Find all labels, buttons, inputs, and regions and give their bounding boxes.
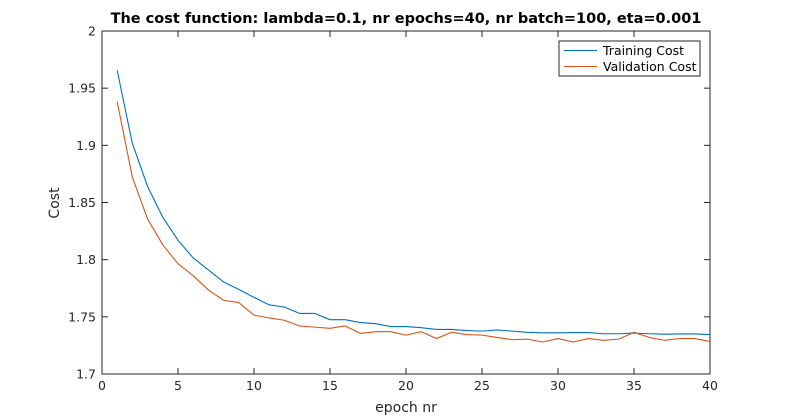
legend-entry: Validation Cost (603, 59, 697, 74)
chart-title: The cost function: lambda=0.1, nr epochs… (111, 11, 702, 27)
legend-entry: Training Cost (602, 43, 684, 58)
x-tick-label: 40 (702, 378, 718, 393)
x-tick-label: 30 (550, 378, 566, 393)
x-tick-label: 5 (174, 378, 182, 393)
y-tick-label: 1.8 (76, 252, 96, 267)
x-tick-label: 25 (474, 378, 490, 393)
y-tick-label: 1.95 (68, 81, 96, 96)
y-tick-label: 1.9 (76, 138, 96, 153)
y-tick-label: 1.85 (68, 195, 96, 210)
x-tick-label: 10 (246, 378, 262, 393)
y-tick-label: 1.7 (76, 367, 96, 382)
y-axis-label: Cost (47, 187, 63, 219)
x-tick-label: 35 (626, 378, 642, 393)
x-axis-label: epoch nr (375, 400, 437, 416)
x-tick-label: 15 (322, 378, 338, 393)
x-tick-label: 0 (98, 378, 106, 393)
y-tick-label: 2 (88, 24, 96, 39)
y-tick-label: 1.75 (68, 309, 96, 324)
x-tick-label: 20 (398, 378, 414, 393)
